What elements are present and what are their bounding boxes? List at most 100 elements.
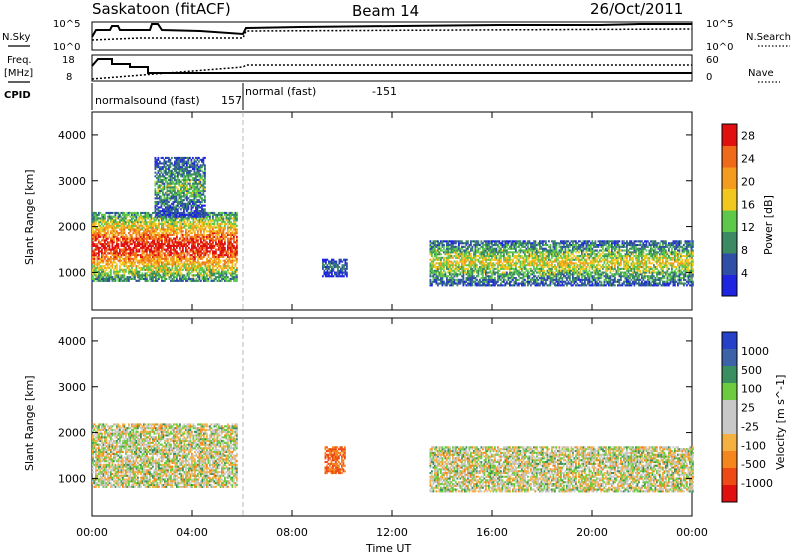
heatmap-cell (470, 284, 472, 287)
heatmap-cell (506, 271, 508, 274)
heatmap-cell (119, 250, 121, 253)
heatmap-cell (190, 169, 193, 172)
heatmap-cell (159, 268, 162, 271)
heatmap-cell (476, 278, 478, 281)
heatmap-cell (206, 276, 208, 279)
heatmap-cell (221, 233, 223, 236)
heatmap-cell (95, 235, 97, 238)
heatmap-cell (131, 221, 133, 224)
heatmap-cell (99, 233, 102, 236)
heatmap-cell (197, 259, 199, 262)
heatmap-cell (162, 263, 165, 266)
heatmap-cell (147, 270, 150, 273)
heatmap-cell (498, 275, 501, 278)
heatmap-cell (198, 195, 200, 198)
heatmap-cell (153, 265, 156, 268)
heatmap-cell (166, 191, 169, 194)
heatmap-cell (230, 272, 232, 275)
heatmap-cell (209, 265, 211, 268)
heatmap-cell (180, 175, 182, 178)
heatmap-cell (447, 264, 450, 267)
heatmap-cell (198, 261, 201, 264)
heatmap-cell (187, 189, 190, 192)
heatmap-cell (92, 219, 94, 222)
heatmap-cell (107, 237, 109, 240)
heatmap-cell (178, 184, 181, 187)
heatmap-cell (154, 208, 157, 211)
heatmap-cell (191, 235, 193, 238)
heatmap-cell (225, 215, 228, 218)
heatmap-cell (143, 241, 145, 244)
heatmap-cell (192, 182, 194, 185)
heatmap-cell (123, 248, 126, 251)
heatmap-cell (503, 275, 505, 278)
heatmap-cell (461, 256, 463, 259)
heatmap-cell (149, 257, 151, 260)
heatmap-cell (477, 269, 480, 272)
heatmap-cell (164, 265, 166, 268)
heatmap-cell (165, 169, 167, 172)
heatmap-cell (231, 257, 234, 260)
heatmap-cell (108, 277, 111, 280)
heatmap-cell (204, 254, 207, 257)
heatmap-cell (165, 265, 168, 268)
heatmap-cell (185, 248, 187, 251)
heatmap-cell (123, 241, 126, 244)
heatmap-cell (111, 221, 114, 224)
heatmap-cell (131, 254, 133, 257)
heatmap-cell (172, 204, 175, 207)
heatmap-cell (231, 211, 234, 214)
heatmap-cell (135, 244, 138, 247)
heatmap-cell (186, 272, 189, 275)
heatmap-cell (164, 235, 166, 238)
heatmap-cell (435, 275, 438, 278)
heatmap-cell (449, 271, 451, 274)
heatmap-cell (171, 169, 173, 172)
heatmap-cell (504, 267, 507, 270)
heatmap-cell (464, 264, 466, 267)
heatmap-cell (116, 211, 118, 214)
heatmap-cell (170, 250, 172, 253)
heatmap-cell (144, 248, 147, 251)
heatmap-cell (459, 251, 462, 254)
heatmap-cell (480, 267, 483, 270)
heatmap-cell (230, 213, 232, 216)
heatmap-cell (456, 256, 459, 259)
heatmap-cell (203, 246, 205, 249)
heatmap-cell (215, 250, 217, 253)
heatmap-cell (189, 202, 191, 205)
heatmap-cell (172, 202, 175, 205)
heatmap-cell (196, 211, 199, 214)
heatmap-cell (449, 260, 451, 263)
heatmap-cell (186, 224, 189, 227)
heatmap-cell (204, 199, 206, 202)
heatmap-cell (492, 284, 495, 287)
heatmap-cell (480, 242, 483, 245)
heatmap-cell (131, 261, 133, 264)
heatmap-cell (193, 215, 196, 218)
heatmap-cell (441, 242, 444, 245)
heatmap-cell (338, 269, 341, 272)
heatmap-cell (201, 164, 203, 167)
heatmap-cell (467, 282, 469, 285)
heatmap-cell (200, 233, 202, 236)
heatmap-cell (119, 221, 121, 224)
heatmap-cell (473, 266, 475, 269)
heatmap-cell (156, 211, 158, 214)
heatmap-cell (207, 250, 210, 253)
heatmap-cell (434, 253, 436, 256)
heatmap-cell (476, 242, 478, 245)
heatmap-cell (213, 268, 216, 271)
heatmap-cell (492, 258, 495, 261)
heatmap-cell (168, 224, 171, 227)
heatmap-cell (169, 173, 172, 176)
heatmap-cell (207, 255, 210, 258)
heatmap-cell (479, 251, 481, 254)
heatmap-cell (468, 282, 471, 285)
heatmap-cell (204, 265, 207, 268)
heatmap-cell (504, 258, 507, 261)
heatmap-cell (168, 226, 171, 229)
heatmap-cell (155, 261, 157, 264)
heatmap-cell (191, 232, 193, 235)
heatmap-cell (432, 251, 435, 254)
